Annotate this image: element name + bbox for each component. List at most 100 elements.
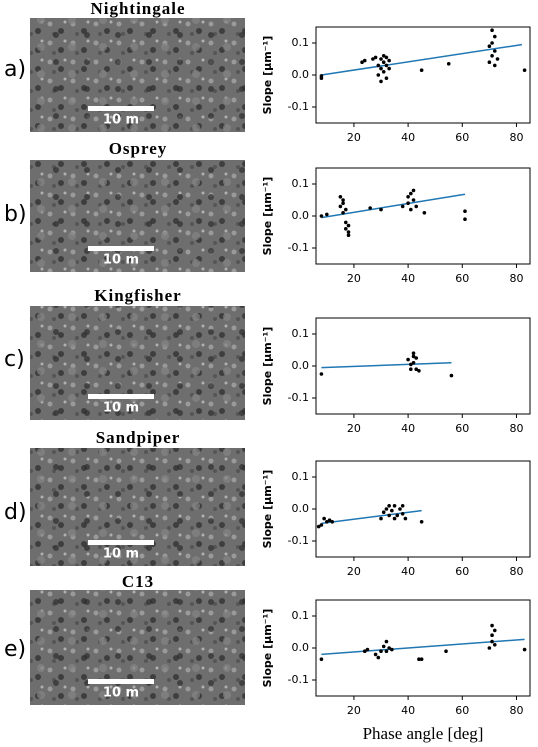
data-point bbox=[325, 520, 329, 524]
data-point bbox=[492, 49, 497, 53]
data-point bbox=[330, 520, 335, 524]
data-point bbox=[463, 209, 467, 213]
data-point bbox=[379, 516, 383, 521]
scale-bar-label: 10 m bbox=[103, 547, 139, 562]
data-point bbox=[373, 55, 378, 60]
surface-texture bbox=[30, 306, 245, 420]
data-point bbox=[381, 644, 386, 649]
fit-line bbox=[321, 509, 422, 525]
y-axis-label: Slope [μm⁻¹] bbox=[261, 470, 274, 549]
data-point bbox=[346, 233, 351, 237]
data-point bbox=[490, 633, 494, 637]
data-point bbox=[379, 207, 383, 212]
data-point bbox=[395, 513, 400, 518]
data-point bbox=[346, 223, 351, 228]
site-name: Sandpiper bbox=[96, 428, 181, 447]
data-point bbox=[387, 513, 391, 518]
data-point bbox=[381, 54, 386, 58]
data-point bbox=[422, 211, 427, 215]
data-point bbox=[487, 44, 492, 48]
data-point bbox=[487, 646, 492, 650]
data-point bbox=[419, 520, 424, 524]
y-tick-label: -0.1 bbox=[288, 673, 309, 686]
fit-line bbox=[321, 43, 522, 76]
x-tick-label: 40 bbox=[401, 565, 415, 578]
data-point bbox=[322, 516, 326, 521]
y-axis-label: Slope [μm⁻¹] bbox=[261, 177, 274, 256]
data-point bbox=[381, 60, 386, 64]
data-point bbox=[490, 28, 494, 32]
data-point bbox=[522, 68, 527, 72]
fit-line bbox=[321, 362, 452, 369]
data-point bbox=[379, 66, 383, 71]
y-tick-label: 0.1 bbox=[292, 609, 310, 622]
y-tick-label: 0.1 bbox=[292, 327, 310, 340]
data-point bbox=[446, 62, 451, 66]
site-name: Kingfisher bbox=[94, 286, 181, 305]
data-point bbox=[398, 507, 402, 511]
x-tick-label: 60 bbox=[455, 272, 469, 285]
data-point bbox=[343, 220, 348, 225]
data-point bbox=[414, 367, 419, 372]
data-point bbox=[384, 55, 389, 60]
data-point bbox=[338, 195, 343, 199]
surface-texture bbox=[30, 448, 245, 566]
data-point bbox=[414, 356, 419, 360]
data-point bbox=[327, 518, 332, 522]
data-point bbox=[343, 227, 348, 231]
data-point bbox=[390, 508, 394, 513]
data-point bbox=[490, 41, 494, 45]
plot-frame bbox=[315, 26, 531, 124]
y-axis-label: Slope [μm⁻¹] bbox=[261, 36, 274, 115]
data-point bbox=[387, 646, 391, 650]
data-point bbox=[411, 188, 416, 193]
data-point bbox=[371, 57, 375, 61]
data-point bbox=[400, 504, 405, 508]
data-point bbox=[490, 639, 494, 644]
data-point bbox=[490, 54, 494, 58]
data-point bbox=[387, 58, 391, 63]
data-point bbox=[376, 63, 381, 68]
y-tick-label: -0.1 bbox=[288, 100, 309, 113]
x-tick-label: 60 bbox=[455, 131, 469, 144]
data-point bbox=[419, 657, 424, 661]
data-point bbox=[417, 657, 421, 661]
y-tick-label: -0.1 bbox=[288, 241, 309, 254]
data-point bbox=[384, 63, 389, 68]
data-point bbox=[379, 649, 383, 653]
data-point bbox=[409, 367, 413, 372]
y-tick-label: -0.1 bbox=[288, 391, 309, 404]
y-tick-label: 0.0 bbox=[292, 641, 310, 654]
data-point bbox=[409, 191, 413, 196]
data-point bbox=[449, 373, 454, 378]
data-point bbox=[417, 369, 421, 373]
y-tick-label: 0.0 bbox=[292, 359, 310, 372]
plot-frame bbox=[315, 460, 531, 558]
data-point bbox=[319, 74, 324, 78]
data-point bbox=[463, 217, 467, 221]
data-point bbox=[319, 657, 324, 661]
panel-label: c) bbox=[4, 347, 25, 372]
data-point bbox=[403, 516, 408, 521]
x-tick-label: 20 bbox=[347, 422, 361, 435]
fit-line bbox=[321, 193, 466, 219]
data-point bbox=[390, 647, 394, 652]
data-point bbox=[419, 68, 424, 72]
x-tick-label: 20 bbox=[347, 565, 361, 578]
scale-bar bbox=[88, 679, 154, 684]
y-tick-label: 0.0 bbox=[292, 502, 310, 515]
data-point bbox=[414, 204, 419, 209]
panel-label: a) bbox=[4, 57, 26, 82]
surface-texture bbox=[30, 18, 245, 132]
data-point bbox=[392, 504, 397, 508]
x-tick-label: 40 bbox=[401, 272, 415, 285]
x-tick-label: 80 bbox=[509, 422, 523, 435]
data-point bbox=[384, 649, 389, 653]
site-name: Osprey bbox=[109, 139, 168, 158]
scale-bar-label: 10 m bbox=[103, 401, 139, 416]
data-point bbox=[492, 628, 497, 633]
scale-bar-label: 10 m bbox=[103, 253, 139, 268]
data-point bbox=[387, 504, 391, 508]
data-point bbox=[343, 207, 348, 212]
y-tick-label: 0.0 bbox=[292, 209, 310, 222]
